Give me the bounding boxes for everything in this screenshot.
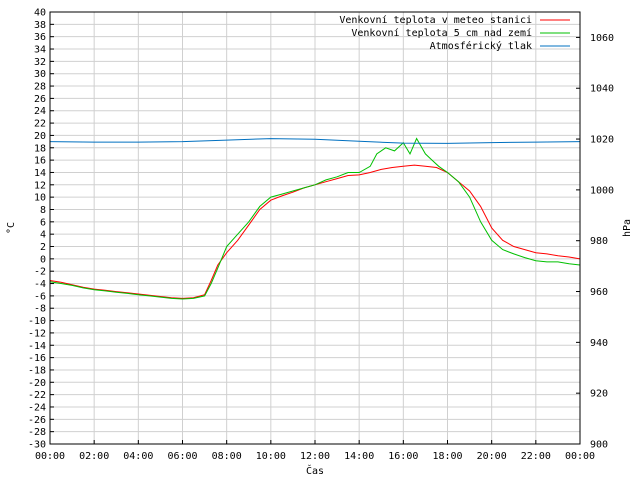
left-tick-label: -4 [34,279,46,290]
legend-label-ground-temp: Venkovní teplota 5 cm nad zemí [351,27,532,39]
left-tick-label: -10 [28,316,46,327]
left-tick-label: 4 [40,230,46,241]
left-tick-label: -12 [28,328,46,339]
right-tick-label: 980 [590,236,608,247]
right-tick-label: 960 [590,287,608,298]
x-tick-label: 14:00 [344,451,374,462]
legend: Venkovní teplota v meteo stanici Venkovn… [339,14,570,52]
left-tick-label: 18 [34,143,46,154]
x-tick-label: 20:00 [477,451,507,462]
left-tick-label: 20 [34,131,46,142]
x-tick-label: 00:00 [565,451,595,462]
left-tick-label: -2 [34,267,46,278]
x-tick-label: 16:00 [388,451,418,462]
grid [49,11,581,445]
x-tick-label: 00:00 [35,451,65,462]
left-tick-label: 16 [34,156,46,167]
left-tick-label: 6 [40,217,46,228]
left-tick-label: 24 [34,106,46,117]
right-tick-label: 940 [590,338,608,349]
right-axis-tick-labels: 900 920 940 960 980 1000 1020 1040 1060 [590,33,614,451]
left-tick-label: -30 [28,440,46,451]
right-tick-label: 1040 [590,84,614,95]
left-tick-label: -6 [34,291,46,302]
y-axis-left-label: °C [6,222,17,234]
left-tick-label: 40 [34,8,46,19]
left-tick-label: 10 [34,193,46,204]
left-tick-label: -28 [28,427,46,438]
left-tick-label: -20 [28,378,46,389]
x-axis-tick-labels: 00:00 02:00 04:00 06:00 08:00 10:00 12:00 14:00… [35,451,595,462]
x-tick-label: 12:00 [300,451,330,462]
legend-label-pressure: Atmosférický tlak [430,40,532,52]
left-tick-label: 30 [34,69,46,80]
left-tick-label: 28 [34,82,46,93]
left-tick-label: -26 [28,415,46,426]
x-tick-label: 22:00 [521,451,551,462]
left-tick-label: 0 [40,254,46,265]
x-axis-label: Čas [306,464,324,477]
x-tick-label: 10:00 [256,451,286,462]
left-tick-label: 36 [34,32,46,43]
left-tick-label: -22 [28,390,46,401]
left-tick-label: -24 [28,402,46,413]
x-tick-label: 08:00 [212,451,242,462]
series-line-pressure [49,138,581,144]
x-tick-label: 18:00 [432,451,462,462]
right-tick-label: 1060 [590,33,614,44]
left-tick-label: 8 [40,205,46,216]
left-tick-label: 34 [34,45,46,56]
left-tick-label: 2 [40,242,46,253]
left-tick-label: 32 [34,57,46,68]
left-tick-label: -14 [28,341,46,352]
x-tick-label: 02:00 [79,451,109,462]
right-tick-label: 920 [590,389,608,400]
series-line-ground-temp [49,137,581,300]
right-tick-label: 1000 [590,185,614,196]
left-tick-label: -16 [28,353,46,364]
right-tick-label: 900 [590,440,608,451]
y-axis-right-label: hPa [622,219,633,237]
left-tick-label: 12 [34,180,46,191]
series-layer [49,137,581,300]
left-tick-label: 14 [34,168,46,179]
left-tick-label: -18 [28,365,46,376]
left-tick-label: -8 [34,304,46,315]
left-tick-label: 22 [34,119,46,130]
left-tick-label: 38 [34,20,46,31]
left-axis-tick-labels: -30-28-26-24-22-20-18-16-14-12-10-8-6-4-… [28,8,46,451]
x-tick-label: 06:00 [167,451,197,462]
right-tick-label: 1020 [590,135,614,146]
left-tick-label: 26 [34,94,46,105]
legend-label-station-temp: Venkovní teplota v meteo stanici [339,14,532,26]
x-tick-label: 04:00 [123,451,153,462]
ticks [49,11,581,445]
